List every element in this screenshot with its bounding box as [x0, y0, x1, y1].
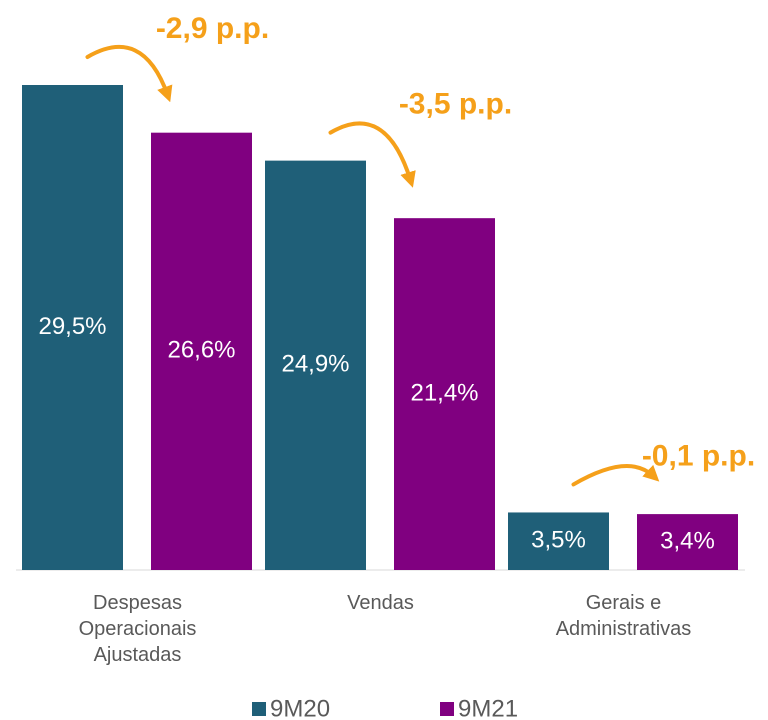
- bar: [508, 512, 609, 570]
- annotation: -0,1 p.p.: [642, 439, 755, 472]
- legend-swatch: [252, 702, 266, 716]
- x-tick-label: Gerais e Administrativas: [555, 592, 692, 640]
- bar: [22, 85, 123, 570]
- bar: [394, 218, 495, 570]
- value-label: 3,4%: [660, 527, 715, 554]
- arrow: [328, 121, 416, 188]
- bar: [265, 160, 366, 570]
- value-label: 29,5%: [38, 313, 106, 340]
- legend-swatch: [440, 702, 454, 716]
- value-label: 3,5%: [531, 527, 586, 554]
- bar: [637, 514, 738, 570]
- value-label: 24,9%: [281, 351, 349, 378]
- legend-label: 9M20: [270, 695, 330, 720]
- annotation: -2,9 p.p.: [156, 12, 269, 45]
- arrow: [571, 464, 660, 487]
- x-tick-label: Vendas: [347, 592, 414, 614]
- arrow: [85, 44, 173, 103]
- value-label: 26,6%: [167, 337, 235, 364]
- x-tick-label: Despesas Operacionais Ajustadas: [78, 592, 197, 666]
- bar: [151, 132, 252, 570]
- legend-label: 9M21: [458, 695, 518, 720]
- value-label: 21,4%: [410, 379, 478, 406]
- annotation: -3,5 p.p.: [399, 88, 512, 121]
